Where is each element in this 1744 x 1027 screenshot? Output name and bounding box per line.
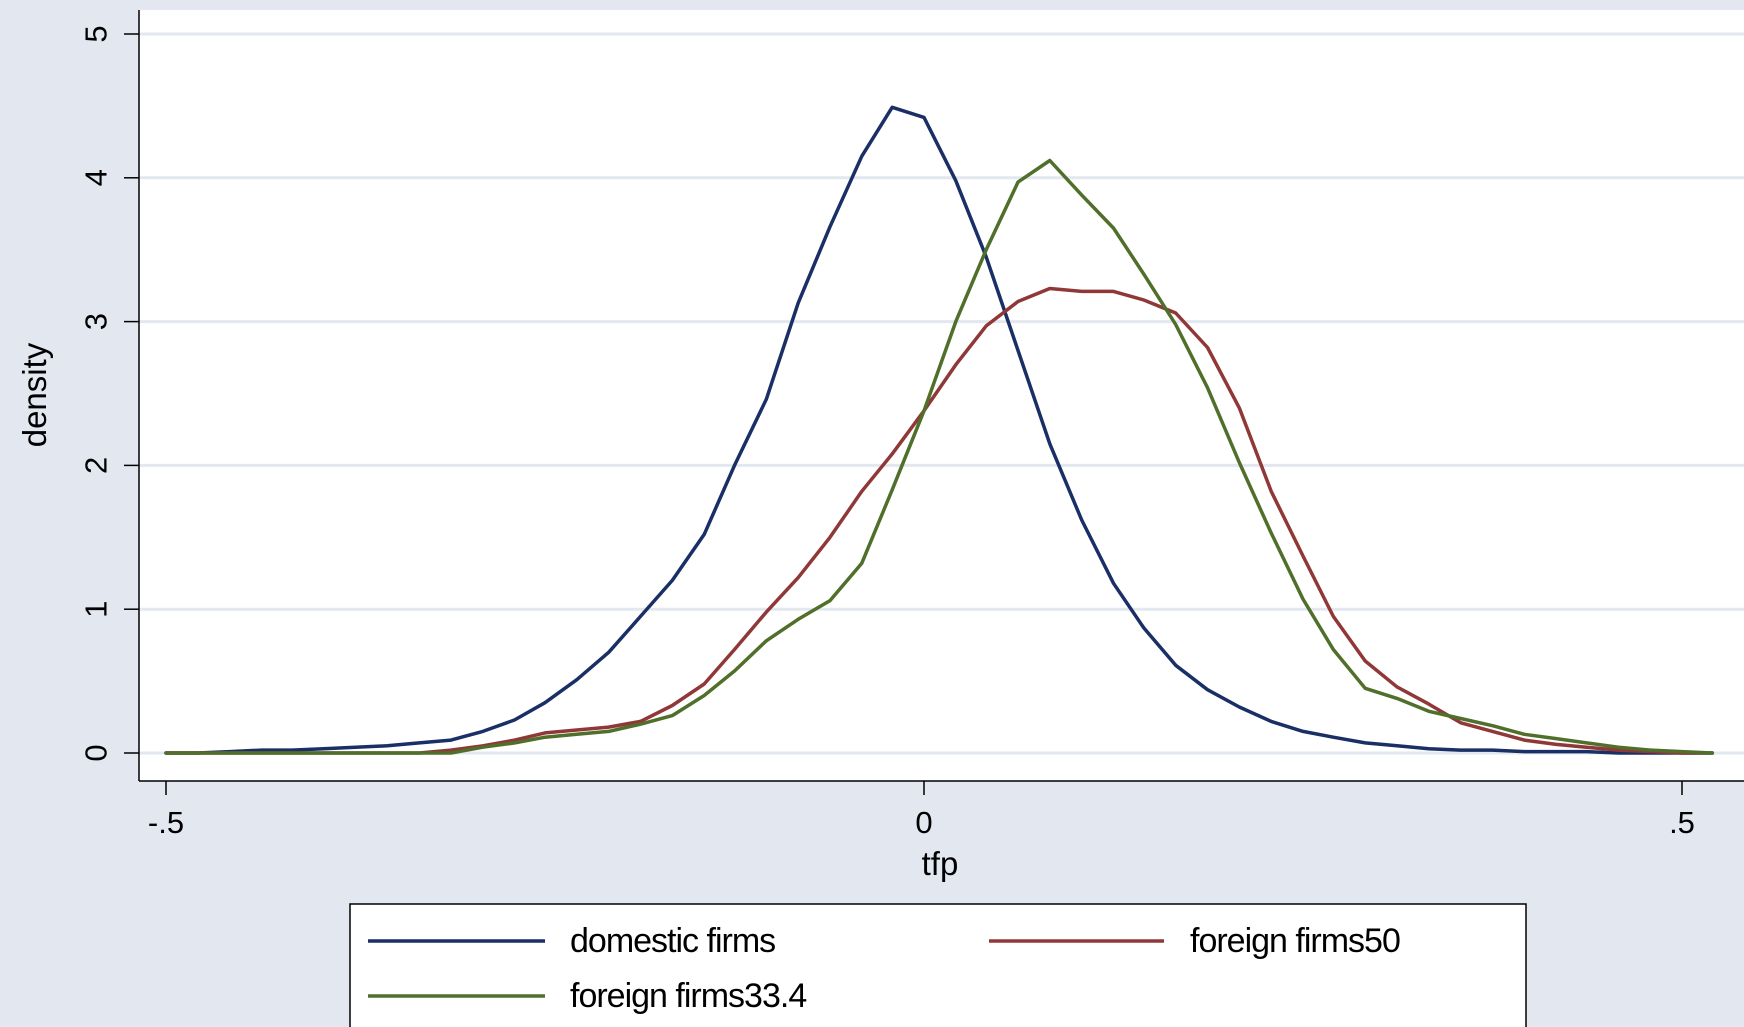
x-tick-label-0: 0 bbox=[915, 805, 932, 840]
series-line-domestic-firms bbox=[164, 105, 1715, 755]
y-tick-label-2: 2 bbox=[79, 457, 114, 474]
legend-label-foreign-firms50: foreign firms50 bbox=[1190, 922, 1400, 960]
axes: 0 1 2 3 4 5 -.5 0 .5 bbox=[79, 10, 1744, 840]
y-tick-label-5: 5 bbox=[79, 25, 114, 42]
plot-area bbox=[139, 10, 1744, 781]
legend-box bbox=[349, 903, 1527, 1027]
legend-label-domestic-firms: domestic firms bbox=[570, 922, 775, 960]
y-axis-title: density bbox=[16, 342, 53, 447]
y-tick-label-4: 4 bbox=[79, 169, 114, 186]
y-tick-label-0: 0 bbox=[79, 744, 114, 761]
x-tick-label-.5: .5 bbox=[1669, 805, 1695, 840]
legend: domestic firms foreign firms50 foreign f… bbox=[349, 903, 1527, 1027]
legend-label-foreign-firms33-4: foreign firms33.4 bbox=[570, 977, 806, 1015]
series-lines bbox=[164, 105, 1715, 755]
x-axis-title: tfp bbox=[922, 845, 959, 882]
y-tick-label-3: 3 bbox=[79, 313, 114, 330]
y-tick-label-1: 1 bbox=[79, 601, 114, 618]
series-line-foreign-firms33-4 bbox=[164, 158, 1715, 755]
x-tick-label--.5: -.5 bbox=[148, 805, 184, 840]
